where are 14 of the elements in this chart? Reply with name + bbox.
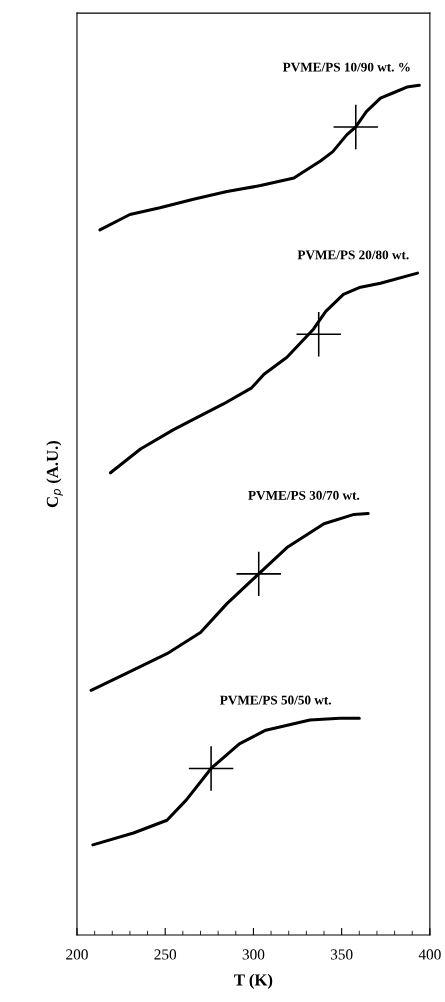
y-axis-title: C$_{p}$ (A.U.) bbox=[46, 440, 63, 508]
series-label: PVME/PS 30/70 wt. bbox=[248, 490, 360, 500]
point bbox=[333, 104, 378, 150]
x-tick-label: 300 bbox=[242, 949, 265, 960]
x-tick-label: 350 bbox=[330, 949, 353, 960]
series-label: PVME/PS 10/90 wt. % bbox=[282, 62, 410, 72]
x-tick-label: 400 bbox=[418, 949, 441, 960]
point bbox=[236, 551, 281, 597]
series-label: PVME/PS 20/80 wt. bbox=[297, 250, 409, 260]
x-axis-title: T (K) bbox=[234, 973, 273, 989]
x-tick-label: 200 bbox=[66, 949, 88, 960]
point bbox=[188, 746, 234, 791]
series-label: PVME/PS 50/50 wt. bbox=[220, 695, 331, 705]
x-tick-label: 250 bbox=[154, 949, 177, 960]
